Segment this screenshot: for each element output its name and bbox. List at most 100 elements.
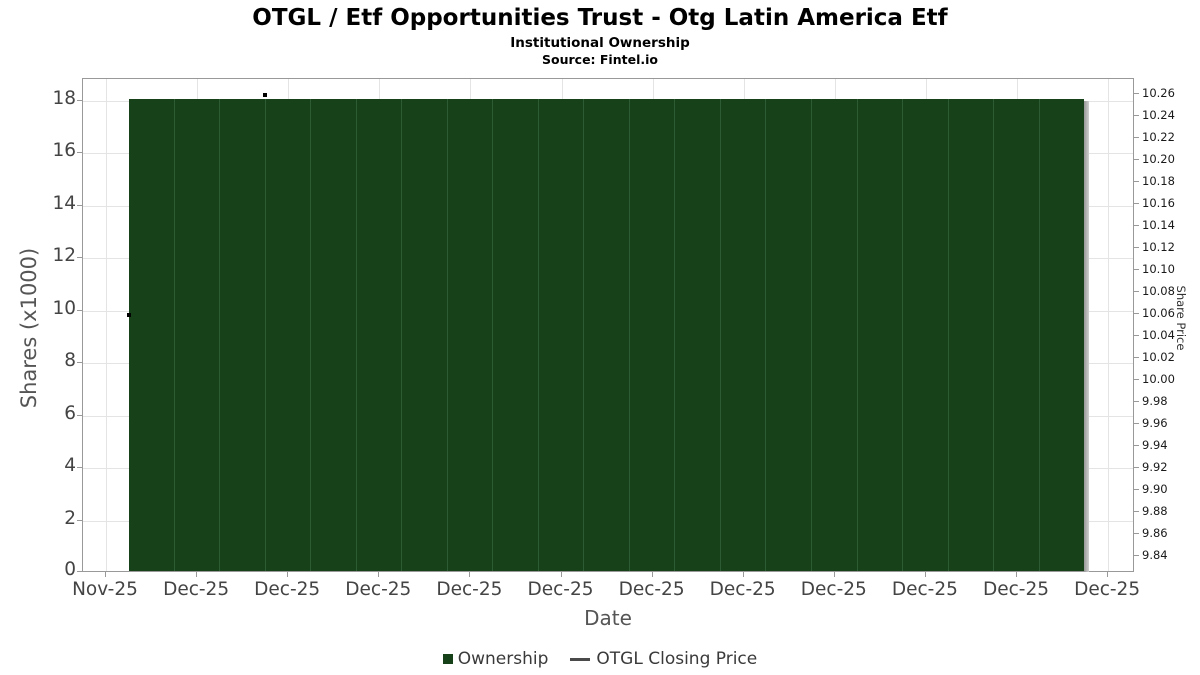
ownership-bar <box>947 98 994 571</box>
y-left-tickmark <box>77 257 82 258</box>
y-right-tick-label: 10.04 <box>1142 328 1175 342</box>
y-right-tick-label: 10.24 <box>1142 108 1175 122</box>
y-right-tick-label: 9.86 <box>1142 526 1168 540</box>
y-right-tick-label: 10.16 <box>1142 196 1175 210</box>
y-right-tickmark <box>1134 225 1139 226</box>
y-left-tickmark <box>77 414 82 416</box>
ownership-bar <box>993 98 1039 571</box>
x-tick-label: Dec-25 <box>163 579 230 600</box>
y-right-tick-label: 10.18 <box>1142 174 1175 188</box>
y-left-tickmark <box>77 204 82 206</box>
y-left-tick-label: 2 <box>64 507 76 529</box>
y-right-tickmark <box>1134 555 1139 556</box>
y-right-tick-label: 9.88 <box>1142 504 1168 518</box>
y-right-tickmark <box>1134 335 1139 336</box>
legend: Ownership OTGL Closing Price <box>0 646 1200 672</box>
ownership-bar <box>628 98 675 571</box>
chart-source: Source: Fintel.io <box>542 52 658 67</box>
y-left-tick-label: 14 <box>52 192 76 214</box>
ownership-bar <box>492 98 538 571</box>
ownership-bar <box>129 98 174 571</box>
y-right-tick-label: 10.02 <box>1142 350 1175 364</box>
x-tick-label: Nov-25 <box>72 579 138 600</box>
y-right-tick-label: 10.20 <box>1142 152 1175 166</box>
x-tick-label: Dec-25 <box>1074 579 1141 600</box>
legend-item-closing-price: OTGL Closing Price <box>570 649 757 669</box>
y-right-tickmark <box>1134 137 1139 138</box>
y-right-tickmark <box>1134 401 1139 402</box>
legend-label-closing-price: OTGL Closing Price <box>596 649 758 669</box>
y-right-tickmark <box>1134 511 1139 512</box>
ownership-bar <box>1038 98 1085 571</box>
y-right-tick-label: 10.00 <box>1142 372 1175 386</box>
y-left-tickmark <box>77 519 82 521</box>
y-left-tick-label: 16 <box>52 140 76 161</box>
ownership-bar <box>765 98 811 571</box>
x-tickmark <box>560 572 562 577</box>
y-left-tickmark <box>77 99 82 101</box>
x-tickmark <box>287 572 289 577</box>
ownership-bar <box>310 98 356 571</box>
ownership-bar <box>355 98 402 571</box>
ownership-swatch-icon <box>442 654 453 664</box>
y-left-tick-label: 8 <box>64 350 76 371</box>
ownership-bar <box>810 98 857 571</box>
y-right-tick-label: 9.92 <box>1142 460 1168 474</box>
x-tickmark <box>651 572 653 577</box>
x-tickmark <box>1016 572 1017 577</box>
x-axis-title: Date <box>584 606 632 630</box>
x-tick-label: Dec-25 <box>618 579 685 600</box>
y-right-tick-label: 9.96 <box>1142 416 1168 430</box>
ownership-bar <box>264 98 311 571</box>
chart-subtitle: Institutional Ownership <box>510 35 690 51</box>
y-right-tickmark <box>1134 533 1139 534</box>
x-tick-label: Dec-25 <box>527 579 594 600</box>
y-right-tick-label: 10.06 <box>1142 306 1175 320</box>
y-right-axis-title: Share Price <box>1174 285 1188 351</box>
x-tick-label: Dec-25 <box>709 579 776 600</box>
ownership-bar <box>401 98 447 571</box>
x-tick-label: Dec-25 <box>982 579 1049 600</box>
bar-series-shadow <box>1084 100 1089 572</box>
x-tickmark <box>833 572 835 577</box>
y-right-tickmark <box>1134 357 1139 358</box>
y-right-tickmark <box>1134 181 1139 182</box>
x-tick-label: Dec-25 <box>436 579 503 600</box>
ownership-bar <box>219 98 265 571</box>
y-left-tickmark <box>77 467 82 468</box>
y-right-tickmark <box>1134 269 1139 270</box>
y-right-tick-label: 9.94 <box>1142 438 1168 452</box>
y-left-tickmark <box>77 152 82 153</box>
y-left-tickmark <box>77 309 82 311</box>
y-right-tick-label: 10.26 <box>1142 86 1175 100</box>
x-tick-label: Dec-25 <box>345 579 412 600</box>
ownership-bar <box>446 98 493 571</box>
y-left-tick-label: 10 <box>52 297 76 319</box>
y-right-tickmark <box>1134 93 1139 94</box>
y-left-tickmark <box>77 571 82 572</box>
ownership-bar <box>902 98 948 571</box>
y-left-axis-title: Shares (x1000) <box>17 247 41 409</box>
ownership-bar-series <box>129 77 1085 571</box>
x-tickmark <box>378 572 380 577</box>
closing-price-line-icon <box>570 657 591 661</box>
ownership-bar <box>537 98 584 571</box>
chart-title: OTGL / Etf Opportunities Trust - Otg Lat… <box>252 5 948 31</box>
y-left-tickmark <box>77 362 82 363</box>
ownership-bar <box>583 98 629 571</box>
plot-area <box>82 78 1134 572</box>
y-right-tickmark <box>1134 115 1139 116</box>
y-left-tick-label: 18 <box>52 87 76 109</box>
x-tickmark <box>105 572 106 577</box>
legend-label-ownership: Ownership <box>457 649 549 669</box>
y-right-tick-label: 10.22 <box>1142 130 1175 144</box>
y-left-tick-label: 6 <box>64 402 76 424</box>
x-tickmark <box>924 572 926 577</box>
y-right-tickmark <box>1134 291 1139 292</box>
y-right-tick-label: 9.84 <box>1142 548 1168 562</box>
ownership-bar <box>674 98 720 571</box>
ownership-bar <box>173 98 220 571</box>
y-right-tick-label: 10.12 <box>1142 240 1175 254</box>
y-right-tick-label: 10.10 <box>1142 262 1175 276</box>
